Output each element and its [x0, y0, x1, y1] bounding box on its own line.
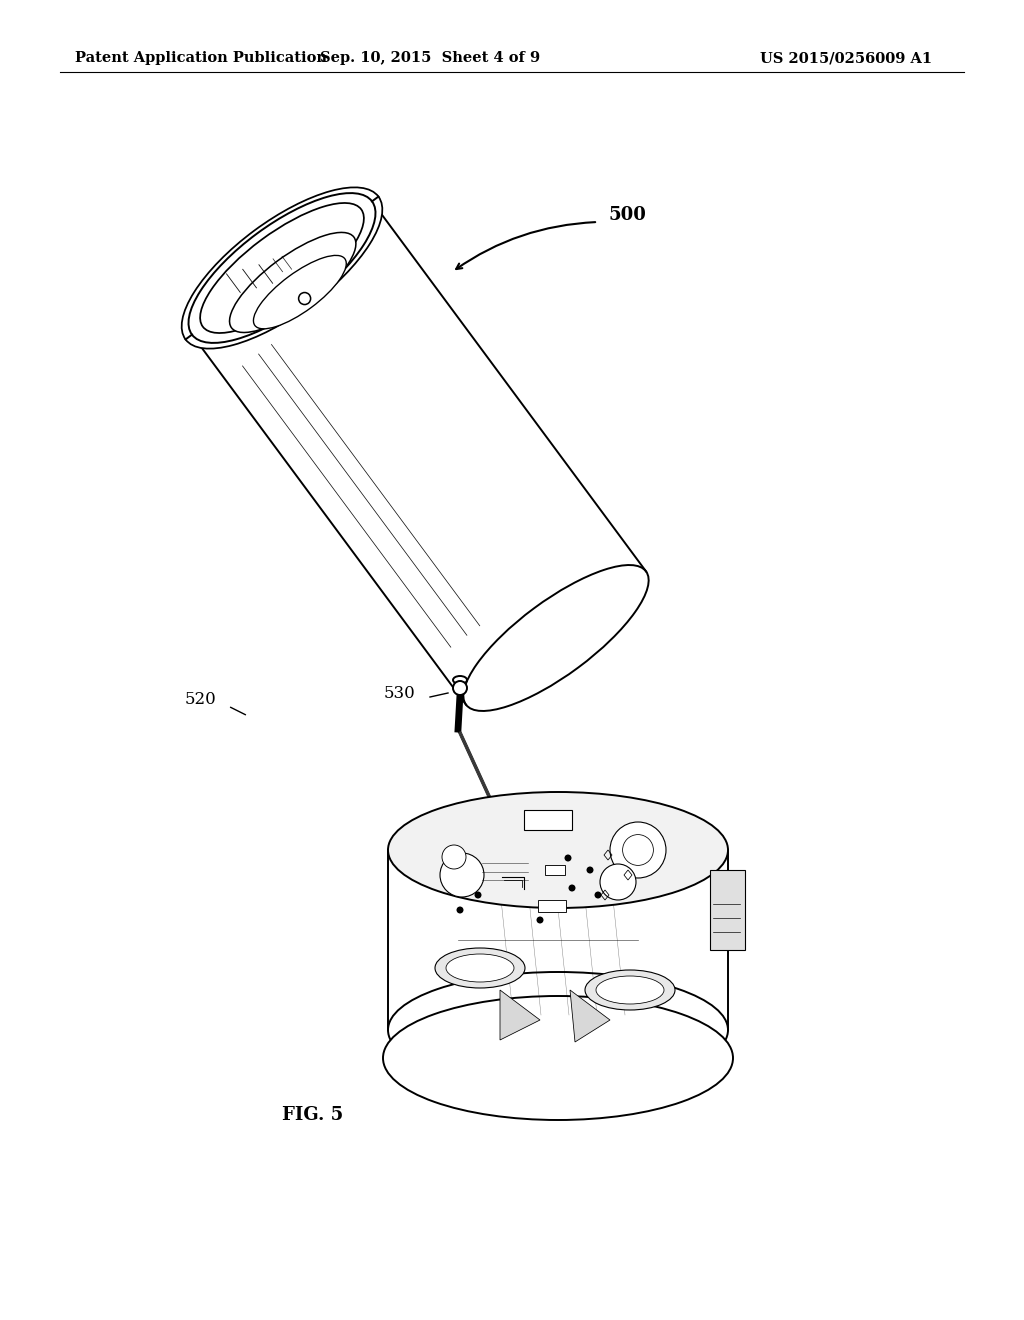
Circle shape [474, 891, 481, 899]
Bar [524, 810, 572, 830]
Text: Sep. 10, 2015  Sheet 4 of 9: Sep. 10, 2015 Sheet 4 of 9 [319, 51, 540, 65]
Ellipse shape [188, 193, 376, 343]
Bar [538, 900, 566, 912]
Circle shape [595, 891, 601, 899]
Polygon shape [570, 990, 610, 1041]
Ellipse shape [596, 975, 664, 1005]
Circle shape [299, 293, 310, 305]
Ellipse shape [388, 792, 728, 908]
Ellipse shape [383, 997, 733, 1119]
Text: 500: 500 [608, 206, 646, 224]
Circle shape [564, 854, 571, 862]
FancyBboxPatch shape [710, 870, 745, 950]
Text: 510: 510 [418, 1072, 450, 1089]
Circle shape [587, 866, 594, 874]
Ellipse shape [453, 676, 467, 684]
Circle shape [457, 907, 464, 913]
Circle shape [600, 865, 636, 900]
Ellipse shape [229, 232, 356, 333]
Polygon shape [388, 850, 728, 1088]
Text: Patent Application Publication: Patent Application Publication [75, 51, 327, 65]
Circle shape [568, 884, 575, 891]
Polygon shape [500, 990, 540, 1040]
Ellipse shape [253, 255, 346, 329]
Circle shape [453, 681, 467, 696]
Text: 520: 520 [185, 692, 217, 709]
Circle shape [442, 845, 466, 869]
Circle shape [440, 853, 484, 898]
Circle shape [610, 822, 666, 878]
Bar [545, 865, 565, 875]
Ellipse shape [388, 972, 728, 1088]
Ellipse shape [200, 203, 364, 333]
Ellipse shape [435, 948, 525, 987]
Polygon shape [191, 202, 646, 705]
Circle shape [537, 916, 544, 924]
Ellipse shape [181, 187, 382, 348]
Text: FIG. 5: FIG. 5 [282, 1106, 343, 1125]
Circle shape [623, 834, 653, 866]
Text: US 2015/0256009 A1: US 2015/0256009 A1 [760, 51, 932, 65]
Ellipse shape [585, 970, 675, 1010]
Text: 530: 530 [384, 685, 416, 701]
Ellipse shape [446, 954, 514, 982]
Ellipse shape [463, 565, 648, 711]
